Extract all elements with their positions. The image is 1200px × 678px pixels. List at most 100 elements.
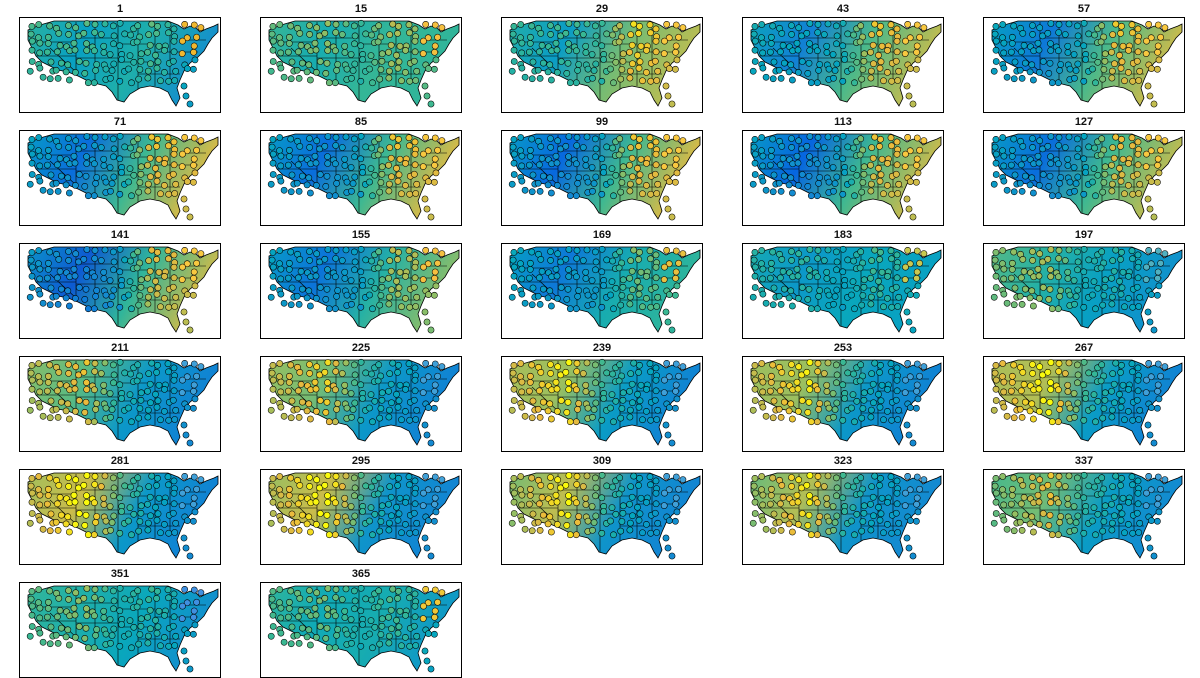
station-marker: [768, 485, 775, 493]
station-marker: [1157, 146, 1164, 154]
station-marker: [1109, 370, 1117, 377]
station-marker: [781, 285, 788, 293]
station-marker: [394, 290, 402, 298]
station-marker: [1110, 41, 1118, 49]
station-marker: [97, 144, 105, 151]
station-marker: [28, 489, 36, 497]
station-marker: [333, 632, 340, 639]
station-marker: [788, 257, 795, 264]
station-marker: [907, 65, 914, 72]
station-marker: [814, 134, 822, 141]
station-marker: [990, 67, 998, 75]
station-marker: [1097, 490, 1105, 498]
station-marker: [652, 263, 660, 271]
station-marker: [813, 418, 821, 426]
station-marker: [619, 276, 627, 284]
station-marker: [45, 33, 52, 41]
station-marker: [427, 326, 435, 334]
station-marker: [868, 144, 876, 151]
station-marker: [1070, 277, 1078, 284]
station-marker: [1056, 519, 1063, 526]
station-marker: [190, 613, 197, 621]
station-marker: [1047, 472, 1055, 479]
station-marker: [378, 170, 386, 178]
station-marker: [833, 60, 841, 68]
station-marker: [579, 483, 587, 490]
station-marker: [276, 34, 283, 41]
station-marker: [557, 510, 565, 517]
station-marker: [128, 418, 135, 426]
station-marker: [1145, 21, 1153, 28]
station-marker: [135, 414, 143, 422]
station-marker: [916, 372, 923, 380]
station-marker: [378, 50, 386, 58]
station-marker: [349, 180, 357, 187]
station-marker: [635, 482, 642, 489]
station-marker: [759, 501, 767, 509]
station-marker: [1116, 390, 1123, 398]
station-marker: [369, 418, 376, 426]
station-marker: [1080, 381, 1088, 389]
station-marker: [1010, 414, 1018, 422]
station-marker: [36, 64, 44, 72]
station-marker: [36, 629, 44, 637]
station-marker: [1090, 52, 1098, 59]
station-marker: [798, 171, 806, 178]
station-marker: [172, 67, 180, 75]
station-marker: [628, 493, 636, 501]
station-marker: [106, 390, 114, 397]
station-marker: [626, 74, 634, 82]
station-marker: [288, 58, 296, 66]
station-marker: [66, 415, 73, 423]
station-marker: [527, 146, 534, 154]
station-marker: [1016, 518, 1024, 526]
station-marker: [1047, 20, 1055, 27]
station-marker: [92, 406, 99, 413]
station-marker: [71, 46, 79, 54]
station-marker: [157, 416, 164, 424]
station-marker: [1146, 431, 1154, 439]
station-marker: [343, 65, 351, 73]
station-marker: [130, 284, 138, 292]
station-marker: [518, 378, 526, 386]
station-marker: [759, 275, 767, 283]
station-marker: [1154, 494, 1162, 502]
station-marker: [1111, 286, 1118, 294]
station-marker: [1111, 173, 1118, 181]
station-marker: [895, 180, 903, 188]
station-marker: [793, 378, 801, 386]
station-marker: [1108, 161, 1115, 169]
station-marker: [646, 247, 654, 255]
map-frame: [19, 130, 221, 226]
station-marker: [28, 623, 36, 630]
station-marker: [1136, 293, 1144, 301]
station-marker: [28, 385, 36, 393]
station-marker: [154, 361, 161, 369]
station-marker: [777, 48, 784, 56]
station-marker: [342, 246, 350, 254]
station-marker: [1074, 248, 1081, 256]
station-marker: [565, 359, 573, 366]
station-marker: [27, 143, 35, 151]
station-marker: [137, 283, 145, 291]
station-marker: [378, 283, 386, 291]
station-marker: [378, 276, 386, 284]
station-marker: [1118, 171, 1126, 179]
station-marker: [36, 516, 44, 524]
station-marker: [312, 498, 320, 506]
station-marker: [529, 171, 537, 179]
station-marker: [653, 529, 661, 536]
station-marker: [1055, 360, 1063, 367]
station-marker: [332, 247, 340, 254]
panel-title: 225: [351, 342, 371, 354]
station-marker: [386, 632, 393, 640]
station-marker: [1098, 474, 1106, 482]
station-marker: [47, 510, 55, 518]
station-marker: [153, 64, 161, 72]
station-marker: [65, 361, 72, 368]
station-marker: [311, 378, 319, 386]
station-marker: [618, 66, 626, 73]
station-marker: [1010, 474, 1018, 482]
station-marker: [1000, 388, 1008, 396]
station-marker: [546, 513, 554, 521]
